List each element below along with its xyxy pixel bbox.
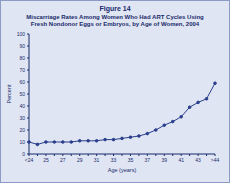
svg-text:20: 20: [19, 127, 25, 133]
svg-text:39: 39: [161, 157, 167, 163]
svg-text:31: 31: [94, 157, 100, 163]
svg-text:41: 41: [178, 157, 184, 163]
svg-text:37: 37: [145, 157, 151, 163]
svg-text:43: 43: [195, 157, 201, 163]
svg-text:90: 90: [19, 43, 25, 49]
svg-text:10: 10: [19, 139, 25, 145]
svg-text:0: 0: [22, 151, 25, 157]
svg-text:70: 70: [19, 67, 25, 73]
svg-text:35: 35: [128, 157, 134, 163]
svg-text:27: 27: [60, 157, 66, 163]
svg-text:Age (years): Age (years): [108, 167, 137, 173]
svg-text:60: 60: [19, 79, 25, 85]
svg-text:<24: <24: [25, 157, 34, 163]
svg-text:40: 40: [19, 103, 25, 109]
html-text:Miscarriage Rates Among Women: Miscarriage Rates Among Women Who Had AR…: [26, 14, 204, 27]
svg-text:Percent: Percent: [8, 84, 12, 103]
svg-text:29: 29: [77, 157, 83, 163]
svg-text:30: 30: [19, 115, 25, 121]
html-text:Figure 14: Figure 14: [99, 5, 131, 12]
svg-text:80: 80: [19, 55, 25, 61]
svg-text:25: 25: [43, 157, 49, 163]
svg-text:100: 100: [17, 31, 26, 37]
svg-text:>44: >44: [211, 157, 220, 163]
svg-text:33: 33: [111, 157, 117, 163]
svg-text:50: 50: [19, 91, 25, 97]
